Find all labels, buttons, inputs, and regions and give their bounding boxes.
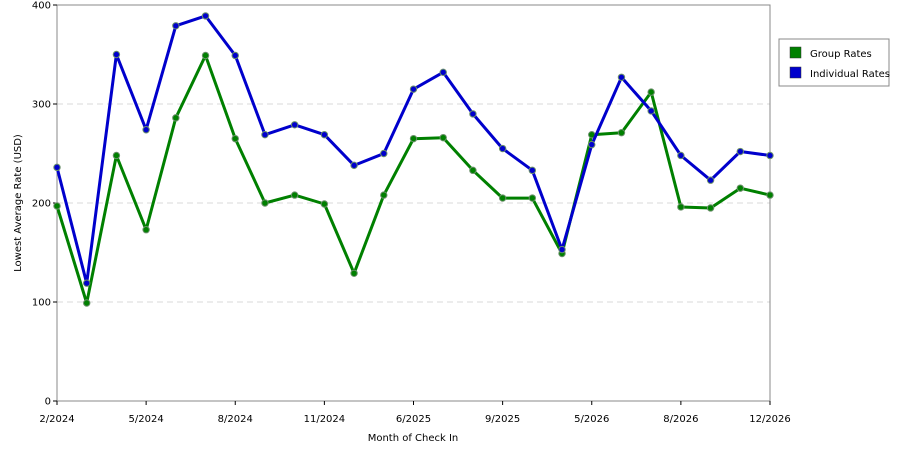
data-point-group-rates [172, 114, 180, 122]
data-point-group-rates [617, 129, 626, 137]
data-point-group-rates [380, 191, 388, 199]
y-tick-label: 300 [32, 100, 51, 111]
data-point-individual-rates [706, 176, 715, 184]
data-point-group-rates [736, 184, 744, 192]
x-tick-label: 11/2024 [304, 414, 346, 425]
y-tick-label: 0 [45, 397, 51, 408]
legend-swatch-individual-rates [789, 66, 802, 79]
data-point-individual-rates [736, 147, 744, 156]
y-axis-title: Lowest Average Rate (USD) [13, 134, 24, 272]
y-tick-label: 200 [32, 199, 51, 210]
data-point-individual-rates [617, 73, 626, 81]
data-point-individual-rates [83, 279, 91, 287]
axes: 0 100 200 300 400 2/2024 5/2024 8/2024 11/2024 6/… [32, 1, 791, 426]
data-point-individual-rates [320, 130, 329, 139]
data-point-group-rates [83, 299, 91, 307]
data-point-group-rates [647, 88, 655, 96]
legend-label-group-rates: Group Rates [810, 49, 872, 60]
x-tick-label: 5/2026 [574, 414, 609, 425]
data-point-group-rates [439, 133, 447, 142]
data-point-individual-rates [350, 161, 358, 170]
data-point-individual-rates [53, 163, 61, 172]
x-tick-label: 9/2025 [485, 414, 520, 425]
data-point-group-rates [320, 200, 329, 208]
data-point-individual-rates [558, 245, 566, 254]
data-point-individual-rates [172, 22, 180, 30]
y-tick-label: 100 [32, 298, 51, 309]
x-tick-label: 6/2025 [396, 414, 431, 425]
data-point-group-rates [261, 199, 269, 207]
data-point-individual-rates [588, 140, 596, 149]
data-point-individual-rates [112, 50, 121, 59]
data-point-individual-rates [201, 12, 210, 20]
data-point-individual-rates [439, 68, 447, 77]
x-tick-label: 2/2024 [39, 414, 74, 425]
data-point-group-rates [409, 134, 418, 143]
data-point-individual-rates [409, 85, 418, 93]
x-tick-label: 8/2024 [218, 414, 253, 425]
data-point-group-rates [350, 269, 358, 277]
data-point-individual-rates [142, 126, 150, 134]
data-point-group-rates [677, 203, 685, 211]
data-point-group-rates [528, 194, 537, 202]
data-point-individual-rates [647, 107, 655, 115]
x-axis-title: Month of Check In [368, 433, 459, 444]
data-point-individual-rates [380, 149, 388, 158]
grid-lines [57, 103, 770, 303]
legend-swatch-group-rates [789, 46, 802, 59]
data-point-individual-rates [766, 151, 774, 160]
series-line-individual-rates [55, 14, 771, 285]
y-tick-label: 400 [32, 1, 51, 12]
data-point-group-rates [201, 51, 210, 60]
data-point-individual-rates [261, 130, 269, 139]
data-point-group-rates [498, 194, 507, 202]
x-tick-label: 8/2026 [663, 414, 698, 425]
x-tick-label: 5/2024 [129, 414, 164, 425]
data-point-group-rates [53, 202, 61, 210]
data-point-group-rates [706, 204, 715, 212]
data-point-individual-rates [231, 51, 239, 60]
data-point-group-rates [142, 226, 150, 234]
data-point-individual-rates [498, 144, 507, 153]
data-point-individual-rates [528, 166, 537, 175]
x-tick-label: 12/2026 [749, 414, 791, 425]
data-point-individual-rates [290, 121, 299, 129]
legend-label-individual-rates: Individual Rates [810, 69, 890, 80]
legend: Group Rates Individual Rates [778, 38, 890, 87]
data-point-group-rates [231, 134, 239, 143]
series-layer [53, 12, 774, 307]
data-point-individual-rates [677, 151, 685, 160]
data-point-group-rates [112, 151, 121, 160]
data-point-group-rates [469, 166, 477, 175]
data-point-group-rates [290, 191, 299, 199]
data-point-group-rates [766, 191, 774, 199]
data-point-individual-rates [469, 110, 477, 118]
